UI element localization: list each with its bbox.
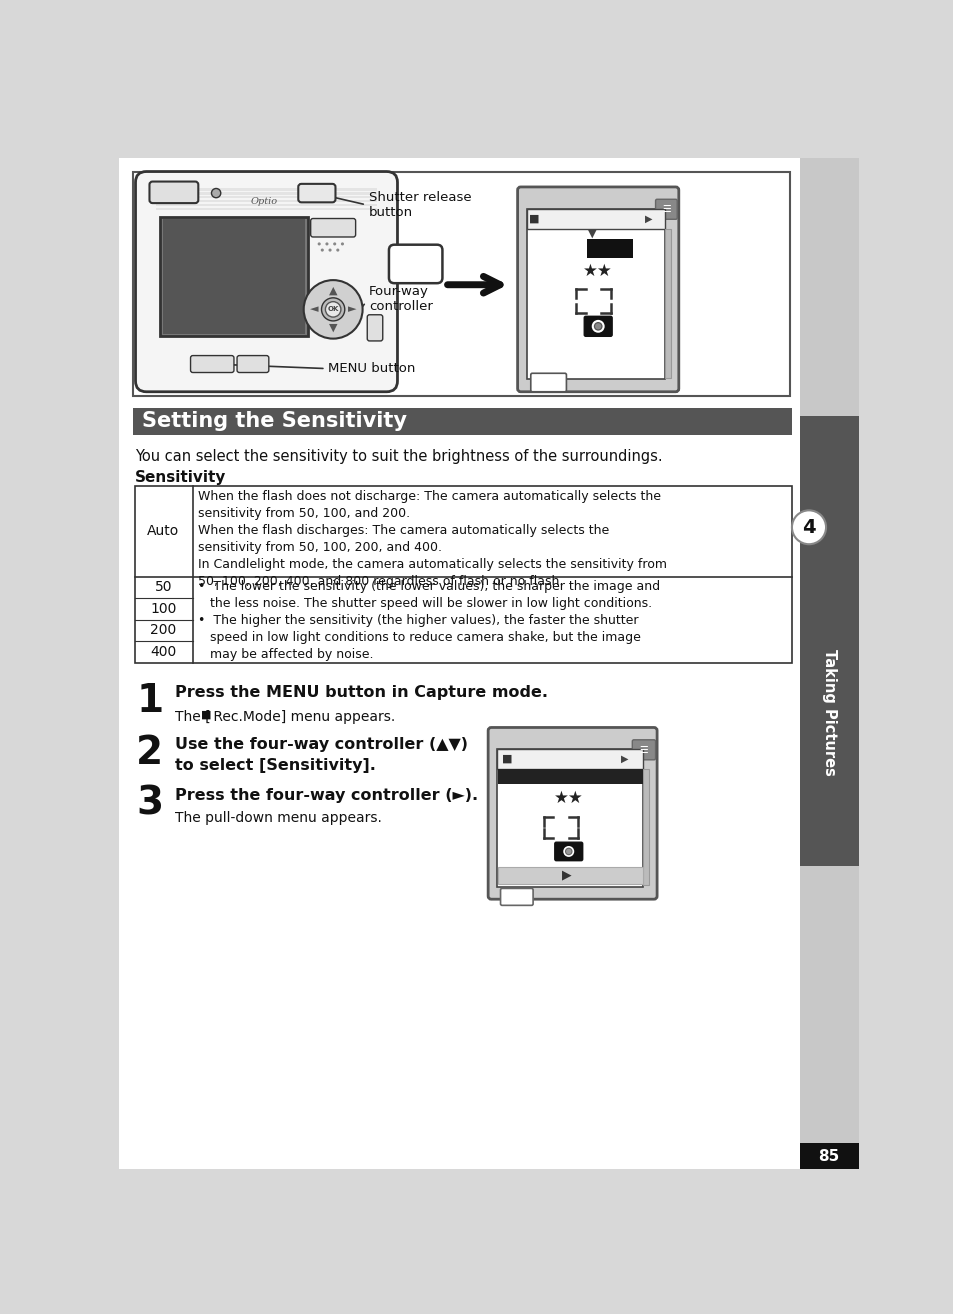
Text: to select [Sensitivity].: to select [Sensitivity]. <box>174 757 375 773</box>
Text: Press the MENU button in Capture mode.: Press the MENU button in Capture mode. <box>174 685 547 700</box>
Bar <box>497 867 642 884</box>
Text: Auto: Auto <box>147 524 179 539</box>
Text: When the flash does not discharge: The camera automatically selects the
sensitiv: When the flash does not discharge: The c… <box>198 490 666 587</box>
Text: 50: 50 <box>154 581 172 594</box>
FancyBboxPatch shape <box>583 317 612 336</box>
Bar <box>155 204 377 206</box>
Bar <box>155 192 377 194</box>
Text: ★★: ★★ <box>554 790 583 807</box>
Bar <box>497 769 642 784</box>
FancyBboxPatch shape <box>191 356 233 372</box>
Text: Optio: Optio <box>251 197 278 206</box>
FancyBboxPatch shape <box>488 728 657 899</box>
Circle shape <box>565 849 571 854</box>
FancyBboxPatch shape <box>632 740 655 759</box>
Circle shape <box>595 323 600 330</box>
Text: 400: 400 <box>151 645 176 660</box>
FancyBboxPatch shape <box>655 200 677 219</box>
Circle shape <box>340 242 344 246</box>
Bar <box>526 209 664 229</box>
FancyBboxPatch shape <box>500 888 533 905</box>
Circle shape <box>563 846 573 855</box>
Bar <box>799 158 858 1169</box>
Circle shape <box>592 321 603 331</box>
Text: ■: ■ <box>200 710 211 720</box>
Text: 200: 200 <box>151 623 176 637</box>
Text: 100: 100 <box>150 602 176 616</box>
Bar <box>642 769 649 886</box>
Bar <box>594 317 601 319</box>
Text: The [: The [ <box>174 710 211 724</box>
Text: 1: 1 <box>136 682 163 720</box>
Circle shape <box>212 188 220 197</box>
Text: Press the four-way controller (►).: Press the four-way controller (►). <box>174 787 477 803</box>
FancyBboxPatch shape <box>298 184 335 202</box>
Circle shape <box>325 242 328 246</box>
Bar <box>133 407 791 435</box>
Circle shape <box>328 248 332 251</box>
FancyBboxPatch shape <box>236 356 269 372</box>
Text: Sensitivity: Sensitivity <box>134 469 226 485</box>
FancyBboxPatch shape <box>311 218 355 237</box>
Bar <box>155 196 377 198</box>
Bar <box>586 239 633 258</box>
Circle shape <box>320 248 323 251</box>
Text: Shutter release
button: Shutter release button <box>317 192 471 219</box>
Bar <box>664 229 670 378</box>
Text: ◄: ◄ <box>310 305 318 314</box>
Circle shape <box>791 510 825 544</box>
FancyBboxPatch shape <box>150 181 198 204</box>
Text: OK: OK <box>327 306 338 313</box>
Text: 3: 3 <box>136 784 163 823</box>
Bar <box>133 172 790 397</box>
Bar <box>497 749 642 769</box>
Text: The pull-down menu appears.: The pull-down menu appears. <box>174 811 381 825</box>
FancyBboxPatch shape <box>389 244 442 284</box>
Text: ★★: ★★ <box>582 261 613 280</box>
Text: ▼: ▼ <box>587 229 596 239</box>
Circle shape <box>321 298 344 321</box>
Bar <box>134 486 791 662</box>
FancyBboxPatch shape <box>517 187 679 392</box>
FancyBboxPatch shape <box>135 172 397 392</box>
Text: ■: ■ <box>501 754 512 763</box>
Text: •  The lower the sensitivity (the lower values), the sharper the image and
   th: • The lower the sensitivity (the lower v… <box>198 581 659 661</box>
Text: ▶: ▶ <box>644 213 652 223</box>
Bar <box>155 200 377 202</box>
Text: MENU button: MENU button <box>214 363 416 376</box>
Bar <box>160 217 307 336</box>
Circle shape <box>325 302 340 317</box>
Bar <box>155 208 377 210</box>
Text: ▶: ▶ <box>620 754 628 763</box>
Circle shape <box>333 242 335 246</box>
Circle shape <box>303 280 362 339</box>
Bar <box>497 749 642 887</box>
Text: You can select the sensitivity to suit the brightness of the surroundings.: You can select the sensitivity to suit t… <box>134 449 661 464</box>
Text: ►: ► <box>347 305 355 314</box>
Bar <box>799 1143 858 1169</box>
Bar <box>155 188 377 191</box>
Text: ☰: ☰ <box>661 204 670 214</box>
Text: ☰: ☰ <box>639 745 648 754</box>
Text: ▼: ▼ <box>329 323 337 332</box>
Bar <box>162 219 305 334</box>
Text: ■: ■ <box>529 213 539 223</box>
Text: 2: 2 <box>136 735 163 773</box>
Text: 4: 4 <box>801 518 815 537</box>
Text: Four-way
controller: Four-way controller <box>361 285 433 313</box>
Circle shape <box>317 242 320 246</box>
Text: Setting the Sensitivity: Setting the Sensitivity <box>142 411 407 431</box>
Text: Rec.Mode] menu appears.: Rec.Mode] menu appears. <box>209 710 395 724</box>
Circle shape <box>335 248 339 251</box>
FancyBboxPatch shape <box>555 842 582 861</box>
Text: ▶: ▶ <box>561 869 571 882</box>
Text: Use the four-way controller (▲▼): Use the four-way controller (▲▼) <box>174 737 468 753</box>
Text: ▲: ▲ <box>329 286 337 296</box>
Text: Taking Pictures: Taking Pictures <box>821 649 836 775</box>
FancyBboxPatch shape <box>367 315 382 340</box>
FancyBboxPatch shape <box>530 373 566 392</box>
Bar <box>799 415 858 866</box>
Bar <box>526 209 664 380</box>
Text: 85: 85 <box>818 1148 839 1164</box>
